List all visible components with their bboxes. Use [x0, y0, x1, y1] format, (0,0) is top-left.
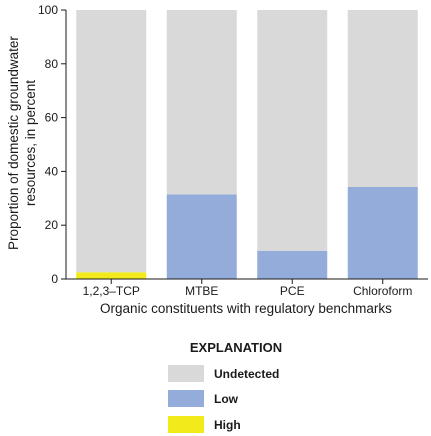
bar-low-chloroform [347, 187, 418, 279]
y-tick-label-80: 80 [45, 57, 59, 71]
y-tick-label-100: 100 [38, 3, 58, 17]
legend-swatch-high [168, 416, 204, 433]
y-axis-title-line-1: Proportion of domestic groundwater [6, 36, 21, 250]
y-tick-label-0: 0 [51, 272, 58, 286]
bar-undetected-chloroform [347, 10, 418, 187]
legend: EXPLANATION Undetected Low High [168, 340, 282, 433]
bar-undetected-1-2-3-tcp [76, 10, 147, 273]
axes: Proportion of domestic groundwater resou… [6, 3, 428, 316]
y-tick-label-40: 40 [45, 164, 59, 178]
legend-swatch-low [168, 390, 204, 407]
bar-low-pce [257, 250, 328, 279]
bar-undetected-mtbe [166, 10, 237, 195]
x-tick-label-chloroform: Chloroform [353, 284, 412, 298]
bar-undetected-pce [257, 10, 328, 251]
y-axis-title-line-2: resources, in percent [23, 80, 38, 206]
bar-high-1-2-3-tcp [76, 272, 147, 279]
x-tick-label-mtbe: MTBE [185, 284, 218, 298]
legend-label-undetected: Undetected [214, 367, 279, 381]
x-axis-title: Organic constituents with regulatory ben… [100, 301, 392, 316]
plot-area [76, 10, 418, 279]
x-tick-label-pce: PCE [280, 284, 305, 298]
bar-low-mtbe [166, 194, 237, 279]
y-tick-label-60: 60 [45, 111, 59, 125]
x-tick-label-1-2-3-tcp: 1,2,3–TCP [83, 284, 140, 298]
legend-swatch-undetected [168, 365, 204, 382]
legend-label-low: Low [214, 392, 239, 406]
legend-label-high: High [214, 418, 241, 432]
legend-title: EXPLANATION [190, 340, 282, 355]
y-tick-label-20: 20 [45, 218, 59, 232]
